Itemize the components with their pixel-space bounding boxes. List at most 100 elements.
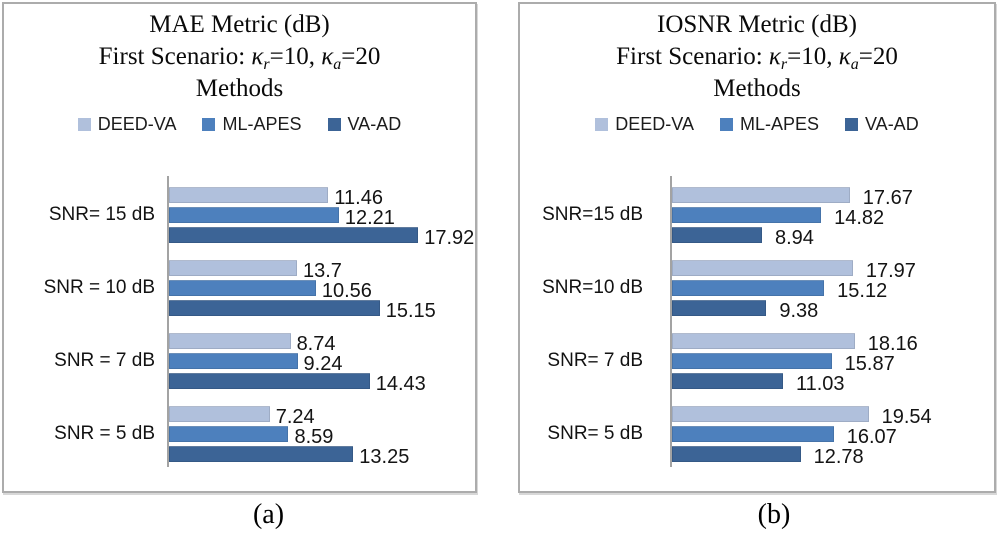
bar-value-label: 17.67 xyxy=(862,186,913,209)
legend-swatch xyxy=(202,118,216,131)
bar-row: 17.97 xyxy=(672,260,994,282)
bar xyxy=(672,207,822,223)
bar-row: 17.92 xyxy=(169,227,475,249)
bar-row: 9.24 xyxy=(169,353,475,375)
chart-title: IOSNR Metric (dB) xyxy=(657,11,857,38)
bar xyxy=(672,373,783,389)
bar-value-label: 13.25 xyxy=(359,445,410,468)
bar-value-label: 10.56 xyxy=(321,279,372,302)
legend-label: VA-AD xyxy=(347,114,402,134)
bar-row: 10.56 xyxy=(169,280,475,302)
kappa-r-subscript: r xyxy=(780,56,788,73)
bar-value-label: 15.15 xyxy=(385,299,436,322)
chart-subtitle: First Scenario: κr=10, κa=20 xyxy=(520,41,994,73)
kappa-a-subscript: a xyxy=(850,56,859,73)
legend-item: ML-APES xyxy=(719,114,820,135)
bar-value-label: 17.92 xyxy=(424,226,475,249)
bar xyxy=(169,280,316,296)
category-group: SNR= 7 dB 18.16 15.87 11.03 xyxy=(520,333,994,395)
legend-title: Methods xyxy=(713,75,801,102)
bar-value-label: 17.97 xyxy=(865,259,916,282)
bar-value-label: 12.78 xyxy=(813,445,864,468)
bar xyxy=(672,426,834,442)
bar-value-label: 11.03 xyxy=(795,372,845,395)
category-group: SNR = 10 dB 13.7 10.56 15.15 xyxy=(4,259,475,322)
bar-row: 8.94 xyxy=(672,227,994,249)
bars-column: 13.7 10.56 15.15 xyxy=(167,259,475,322)
category-group: SNR=10 dB 17.97 15.12 9.38 xyxy=(520,260,994,322)
subfigure-caption-a: (a) xyxy=(252,499,285,530)
y-axis-line xyxy=(167,176,169,467)
bar-row: 18.16 xyxy=(672,333,994,355)
bar-row: 9.38 xyxy=(672,300,994,322)
bar xyxy=(169,426,289,442)
bar xyxy=(672,280,825,296)
legend-swatch xyxy=(719,118,733,131)
bar-value-label: 13.7 xyxy=(302,259,342,282)
bar xyxy=(169,300,380,316)
bars-column: 7.24 8.59 13.25 xyxy=(167,405,475,468)
legend-swatch xyxy=(595,118,609,131)
chart-subtitle: First Scenario: κr=10, κa=20 xyxy=(4,41,475,73)
subtitle-mid: =10, xyxy=(269,43,322,70)
bar xyxy=(169,373,370,389)
legend-label: DEED-VA xyxy=(615,114,694,134)
bar-value-label: 11.46 xyxy=(334,186,383,209)
legend-item: VA-AD xyxy=(845,114,919,135)
chart-title: MAE Metric (dB) xyxy=(149,11,330,38)
category-label: SNR= 7 dB xyxy=(547,350,643,371)
bar xyxy=(672,187,850,203)
bar-row: 14.82 xyxy=(672,207,994,229)
bar xyxy=(672,333,855,349)
bar-row: 12.21 xyxy=(169,207,475,229)
subtitle-prefix: First Scenario: xyxy=(98,43,252,70)
category-label: SNR=10 dB xyxy=(542,277,643,298)
legend-label: ML-APES xyxy=(739,114,820,134)
bar-row: 15.15 xyxy=(169,300,475,322)
legend-item: DEED-VA xyxy=(595,114,694,135)
bar-value-label: 8.59 xyxy=(294,425,334,448)
bar-value-label: 15.87 xyxy=(844,352,895,375)
category-group: SNR= 5 dB 19.54 16.07 12.78 xyxy=(520,405,994,468)
bar xyxy=(672,353,832,369)
bar-value-label: 16.07 xyxy=(846,425,897,448)
bars-column: 17.97 15.12 9.38 xyxy=(670,260,994,322)
bar xyxy=(672,260,853,276)
legend-label: ML-APES xyxy=(222,114,302,134)
bar-value-label: 15.12 xyxy=(837,279,888,302)
kappa-a-symbol: κ xyxy=(321,43,334,70)
subtitle-mid: =10, xyxy=(787,43,839,70)
bar-value-label: 7.24 xyxy=(275,405,315,428)
kappa-a-symbol: κ xyxy=(838,43,851,70)
category-group: SNR = 7 dB 8.74 9.24 14.43 xyxy=(4,333,475,395)
subtitle-suffix: =20 xyxy=(341,43,381,70)
bar-value-label: 19.54 xyxy=(881,405,932,428)
legend-item: DEED-VA xyxy=(77,114,177,135)
bars-column: 11.46 12.21 17.92 xyxy=(167,186,475,249)
bars-column: 17.67 14.82 8.94 xyxy=(670,186,994,249)
bar xyxy=(169,187,329,203)
bar xyxy=(169,207,339,223)
kappa-r-subscript: r xyxy=(263,56,270,73)
kappa-r-symbol: κ xyxy=(251,43,264,70)
subfigure-caption-b: (b) xyxy=(757,499,791,530)
legend-swatch xyxy=(327,118,341,131)
chart-panel-b: IOSNR Metric (dB) First Scenario: κr=10,… xyxy=(518,2,996,493)
bar-value-label: 9.38 xyxy=(779,299,819,322)
category-label: SNR= 15 dB xyxy=(48,204,155,225)
bar-row: 15.87 xyxy=(672,353,994,375)
bar xyxy=(672,406,869,422)
bar xyxy=(169,227,419,243)
kappa-r-symbol: κ xyxy=(768,43,781,70)
legend-label: DEED-VA xyxy=(97,114,177,134)
chart-body: SNR= 15 dB 11.46 12.21 17.92 SNR = 10 dB 13.7… xyxy=(4,176,475,468)
bar xyxy=(672,227,762,243)
bars-column: 8.74 9.24 14.43 xyxy=(167,333,475,395)
bar-value-label: 8.94 xyxy=(774,226,814,249)
bar xyxy=(169,333,291,349)
kappa-a-subscript: a xyxy=(333,56,342,73)
category-label: SNR=15 dB xyxy=(542,204,643,225)
chart-body: SNR=15 dB 17.67 14.82 8.94 SNR=10 dB 17.97 15.… xyxy=(520,176,994,468)
bar-row: 14.43 xyxy=(169,373,475,395)
bar-value-label: 12.21 xyxy=(344,206,395,229)
